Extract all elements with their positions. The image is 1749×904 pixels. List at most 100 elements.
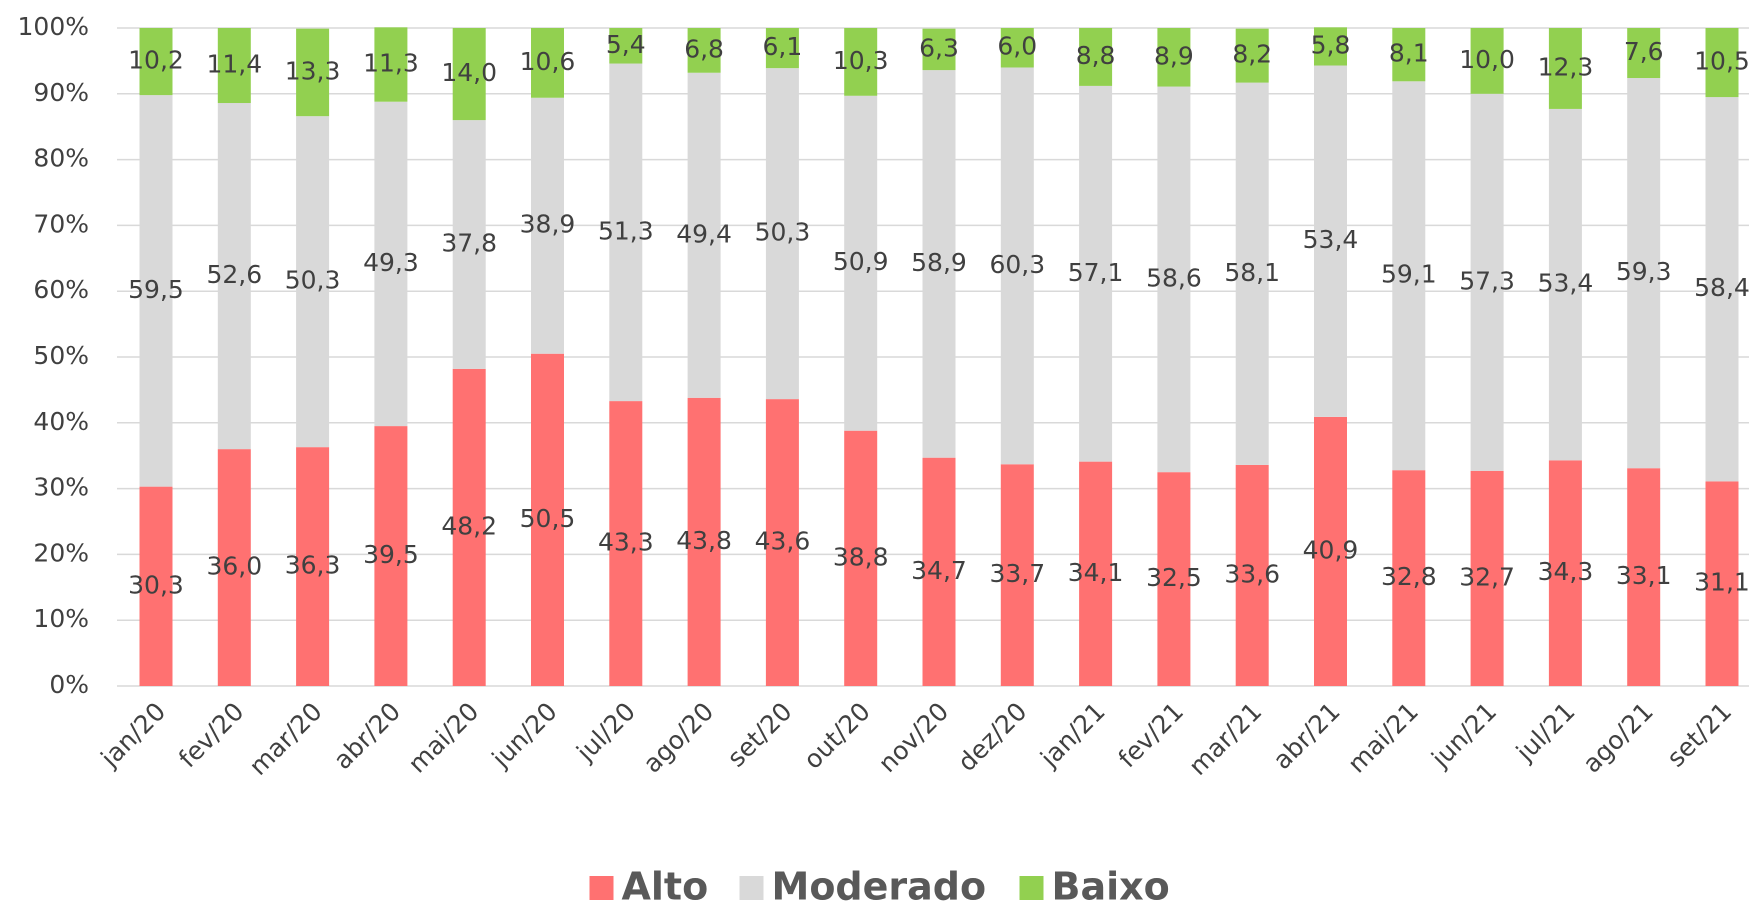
bar-segment <box>1470 470 1504 686</box>
bar-segment <box>217 103 251 450</box>
bar-segment <box>1235 28 1269 83</box>
bar-segment <box>765 28 799 69</box>
data-label: 5,4 <box>606 30 646 59</box>
data-label: 30,3 <box>128 570 184 599</box>
data-label: 6,3 <box>919 33 959 62</box>
x-tick-label: jun/20 <box>486 697 563 774</box>
legend-label: Moderado <box>772 865 987 904</box>
bar-segment <box>1627 468 1661 686</box>
x-tick-label: jul/20 <box>570 697 641 768</box>
y-tick-label: 60% <box>33 275 89 304</box>
bar-segment <box>531 28 564 98</box>
bar-segment <box>922 457 956 686</box>
bar-segment <box>1079 28 1113 86</box>
bar-segment <box>922 28 956 71</box>
y-tick-label: 70% <box>33 209 89 238</box>
y-tick-label: 20% <box>33 538 89 567</box>
data-label: 50,3 <box>285 266 341 295</box>
bar-segment <box>1392 28 1426 82</box>
bar-segment <box>296 116 330 448</box>
bar-segment <box>1470 28 1504 94</box>
data-label: 8,9 <box>1154 41 1194 70</box>
data-label: 33,1 <box>1616 561 1672 590</box>
data-label: 10,0 <box>1459 45 1515 74</box>
x-tick-label: mai/20 <box>402 697 484 779</box>
bar-segment <box>1392 81 1426 471</box>
bar-segment <box>296 447 330 686</box>
data-label: 48,2 <box>441 511 497 540</box>
data-label: 53,4 <box>1538 269 1594 298</box>
bar-segment <box>1705 481 1739 686</box>
bar-segment <box>1314 416 1347 686</box>
data-label: 33,7 <box>989 559 1045 588</box>
bar-segment <box>139 486 173 686</box>
data-label: 57,3 <box>1459 266 1515 295</box>
bar-segment <box>687 28 721 73</box>
bar-segment <box>609 63 643 402</box>
data-label: 34,7 <box>911 556 967 585</box>
x-tick-label: abr/20 <box>328 697 406 775</box>
bar-segment <box>374 27 408 102</box>
data-label: 33,6 <box>1224 559 1280 588</box>
data-label: 6,8 <box>684 34 724 63</box>
bar-segment <box>452 28 486 121</box>
x-tick-label: ago/21 <box>1577 697 1659 779</box>
bar-segment <box>531 97 564 354</box>
y-tick-label: 40% <box>33 407 89 436</box>
data-label: 43,3 <box>598 528 654 557</box>
data-label: 7,6 <box>1624 37 1664 66</box>
data-label: 58,1 <box>1224 258 1280 287</box>
bar-segment <box>296 28 330 117</box>
data-label: 58,4 <box>1694 273 1749 302</box>
bar-segment <box>1627 28 1661 79</box>
bar-segment <box>844 430 878 686</box>
bar-segment <box>609 28 643 64</box>
data-label: 11,4 <box>206 50 262 79</box>
bar-segment <box>844 95 878 431</box>
x-tick-label: set/21 <box>1661 697 1737 773</box>
bar-segment <box>217 28 251 104</box>
data-label: 6,0 <box>997 32 1037 61</box>
data-label: 36,3 <box>285 551 341 580</box>
data-label: 59,1 <box>1381 260 1437 289</box>
data-label: 8,2 <box>1232 40 1272 69</box>
data-label: 34,3 <box>1538 557 1594 586</box>
bar-segment <box>1548 108 1582 461</box>
bar-segment <box>1000 28 1034 68</box>
bar-segment <box>139 95 173 487</box>
data-label: 59,3 <box>1616 257 1672 286</box>
data-label: 8,8 <box>1076 41 1116 70</box>
bar-segment <box>687 72 721 398</box>
x-tick-label: out/20 <box>798 697 876 775</box>
bar-segment <box>1392 470 1426 686</box>
bar-segment <box>1314 65 1347 417</box>
bar-segment <box>609 401 643 686</box>
data-label: 58,6 <box>1146 263 1202 292</box>
y-tick-label: 50% <box>33 341 89 370</box>
data-label: 50,5 <box>520 504 576 533</box>
data-label: 43,6 <box>755 527 811 556</box>
bar-segment <box>1705 97 1739 482</box>
bar-segment <box>1157 472 1191 686</box>
bar-segment <box>1314 27 1347 66</box>
data-label: 10,5 <box>1694 47 1749 76</box>
bar-segment <box>1157 86 1191 473</box>
bar-segment <box>452 368 486 686</box>
data-label: 34,1 <box>1068 558 1124 587</box>
legend-swatch <box>1019 876 1044 900</box>
data-label: 36,0 <box>206 552 262 581</box>
bar-segment <box>1000 464 1034 686</box>
x-tick-label: mar/20 <box>244 697 328 781</box>
bar-segment <box>1235 82 1269 465</box>
bar-segment <box>217 449 251 686</box>
data-label: 49,3 <box>363 248 419 277</box>
bar-segment <box>452 120 486 369</box>
bar-segment <box>1079 461 1113 686</box>
bar-segment <box>1470 93 1504 471</box>
bar-segment <box>139 28 173 96</box>
data-label: 53,4 <box>1303 225 1359 254</box>
x-tick-label: fev/21 <box>1113 697 1190 774</box>
x-tick-label: fev/20 <box>173 697 250 774</box>
bar-segment <box>1235 464 1269 686</box>
legend-label: Alto <box>622 865 709 904</box>
